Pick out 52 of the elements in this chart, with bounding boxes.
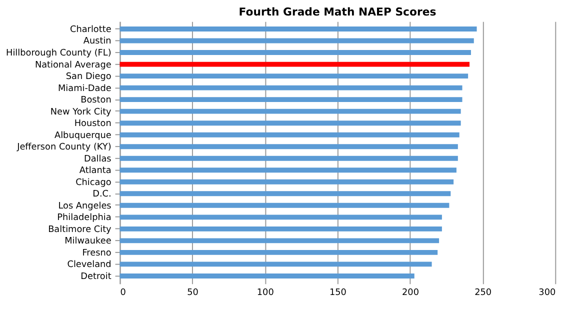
bar xyxy=(120,85,462,90)
bar xyxy=(120,191,451,196)
x-tick-label: 200 xyxy=(402,288,420,298)
bar xyxy=(120,262,432,267)
bar xyxy=(120,120,461,126)
x-tick-label: 150 xyxy=(329,288,347,298)
bar xyxy=(120,202,450,208)
y-tick-label: Hillborough County (FL) xyxy=(6,48,112,58)
y-tick-label: Baltimore City xyxy=(48,224,112,235)
bar xyxy=(120,38,474,44)
bar xyxy=(120,108,461,114)
y-tick-label: Austin xyxy=(83,36,112,47)
bar xyxy=(120,168,456,173)
x-tick-label: 50 xyxy=(187,288,199,298)
y-tick-label: D.C. xyxy=(92,190,112,200)
y-tick-label: Los Angeles xyxy=(58,201,112,212)
bar xyxy=(120,214,442,220)
bar xyxy=(120,74,468,79)
y-tick-label: Boston xyxy=(80,96,112,106)
y-tick-label: National Average xyxy=(34,60,112,70)
x-tick-label: 300 xyxy=(538,288,556,298)
bar xyxy=(120,273,414,278)
x-tick-label: 100 xyxy=(256,288,274,298)
y-tick-label: Houston xyxy=(74,119,112,130)
y-tick-label: Detroit xyxy=(80,272,112,282)
bar xyxy=(120,238,440,244)
bar xyxy=(120,62,470,67)
y-tick-label: Fresno xyxy=(82,248,112,258)
y-tick-label: Jefferson County (KY) xyxy=(16,142,112,153)
x-tick-label: 250 xyxy=(474,288,492,298)
y-tick-label: Chicago xyxy=(76,178,112,188)
y-tick-label: Charlotte xyxy=(70,24,112,35)
bar xyxy=(120,26,477,32)
y-tick-label: Dallas xyxy=(84,154,112,164)
chart-title: Fourth Grade Math NAEP Scores xyxy=(238,5,436,18)
y-tick-label: Atlanta xyxy=(79,166,112,176)
bar xyxy=(120,179,454,184)
x-tick-label: 0 xyxy=(120,288,126,298)
y-tick-label: San Diego xyxy=(66,72,112,82)
y-tick-label: Philadelphia xyxy=(57,213,112,224)
y-tick-label: New York City xyxy=(50,107,112,118)
bar xyxy=(120,226,442,232)
bar xyxy=(120,156,458,161)
bar xyxy=(120,144,458,150)
y-tick-label: Miami-Dade xyxy=(58,84,112,94)
y-tick-label: Milwaukee xyxy=(64,236,112,247)
bar xyxy=(120,132,460,138)
bar xyxy=(120,250,438,255)
y-tick-label: Albuquerque xyxy=(54,130,112,141)
bar xyxy=(120,50,471,56)
y-tick-label: Cleveland xyxy=(67,260,112,270)
bar xyxy=(120,97,462,102)
